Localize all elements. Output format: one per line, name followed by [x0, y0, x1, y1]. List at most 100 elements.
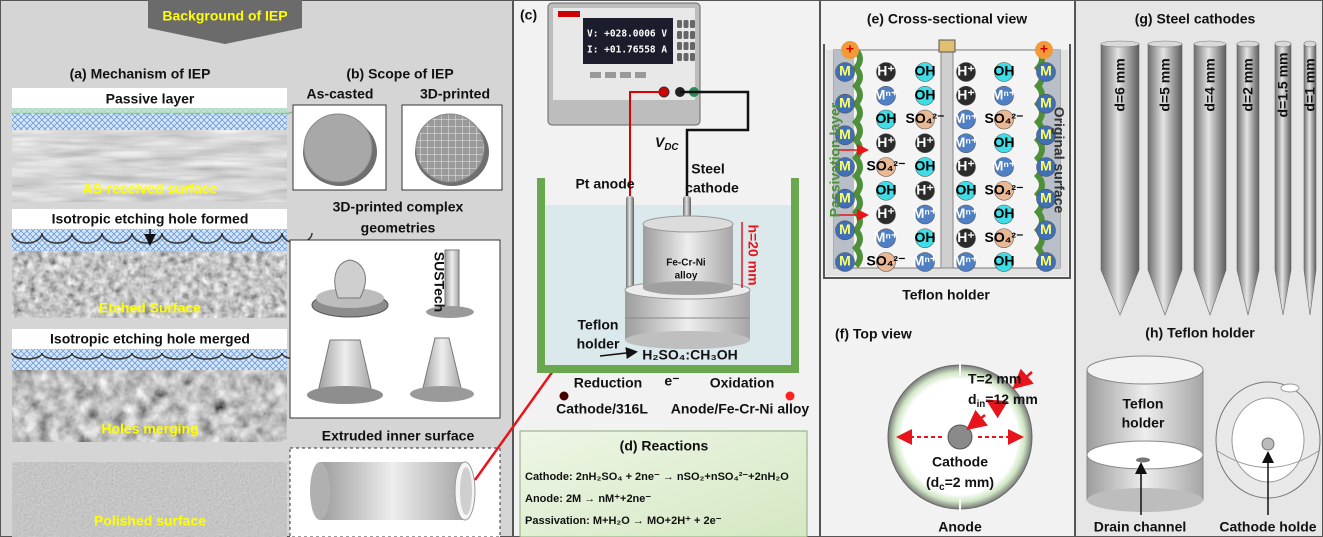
- dc-label-part: =2 mm): [945, 474, 994, 490]
- panel-e-title: (e) Cross-sectional view: [867, 11, 1027, 27]
- thickness-label: T=2 mm: [968, 371, 1021, 387]
- panel-a-title: (a) Mechanism of IEP: [70, 66, 211, 82]
- ion-label: M: [1040, 158, 1052, 174]
- tube-left: [310, 462, 330, 520]
- ion-label: OH: [915, 63, 936, 79]
- supply-key: [684, 31, 689, 39]
- ion-label: SO₄²⁻: [985, 110, 1024, 126]
- supply-button: [635, 72, 646, 78]
- ion-label: OH: [994, 253, 1015, 269]
- ion-label: H⁺: [916, 134, 934, 150]
- funnel-base: [307, 386, 383, 404]
- stage-title: Passive layer: [106, 91, 195, 107]
- ion-label: OH: [956, 181, 977, 197]
- ring-slot: [1281, 384, 1299, 392]
- anode-node: [786, 392, 795, 401]
- stage-caption: AS-received surface: [83, 181, 218, 197]
- passivation-label: Passivation layer: [827, 102, 843, 217]
- holder-label-1: Teflon: [578, 317, 619, 333]
- supply-button: [605, 72, 616, 78]
- ion-label: Mⁿ⁺: [874, 229, 899, 245]
- ion-label: H⁺: [957, 86, 975, 102]
- supply-key: [690, 20, 695, 28]
- rod-top: [1275, 41, 1291, 47]
- height-label: h=20 mm: [745, 224, 761, 285]
- part-impeller: [335, 260, 366, 298]
- alloy-label-1: Fe-Cr-Ni: [666, 258, 706, 269]
- ion-label: SO₄²⁻: [867, 253, 906, 269]
- reaction-line: Passivation: M+H₂O → MO+2H⁺ + 2e⁻: [525, 515, 722, 527]
- rod-label: d=2 mm: [1240, 58, 1256, 111]
- rod-label: d=1.5 mm: [1275, 53, 1291, 118]
- oxide-layer: [12, 108, 287, 113]
- ion-label: M: [839, 221, 851, 237]
- ion-label: H⁺: [877, 134, 895, 150]
- ion-label: Mⁿ⁺: [913, 205, 938, 221]
- rod-label: d=5 mm: [1157, 58, 1173, 111]
- cast-disc: [304, 114, 372, 182]
- printed-disc: [416, 114, 484, 182]
- stage-caption: Holes merging: [101, 421, 198, 437]
- cathode-316l-label: Cathode/316L: [556, 401, 648, 417]
- page: IEP overview { "banner": "Background of …: [0, 0, 1323, 537]
- panel-b-title: (b) Scope of IEP: [346, 66, 453, 82]
- pt-anode-label: Pt anode: [575, 176, 634, 192]
- supply-key: [690, 53, 695, 61]
- ion-label: H⁺: [877, 63, 895, 79]
- ion-label: M: [1040, 189, 1052, 205]
- ion-label: Mⁿ⁺: [992, 86, 1017, 102]
- ion-label: OH: [994, 63, 1015, 79]
- cone-base: [410, 386, 474, 402]
- din-label-part: =12 mm: [985, 391, 1038, 407]
- cathode-top-label: Cathode: [932, 454, 988, 470]
- ion-label: Mⁿ⁺: [954, 134, 979, 150]
- holder-cup: [1087, 370, 1203, 500]
- pt-anode: [626, 196, 634, 291]
- tube-bore: [460, 467, 472, 515]
- cathode-label-2: cathode: [685, 180, 739, 196]
- holder-cup-bottom: [1087, 488, 1203, 512]
- rod-label: d=1 mm: [1302, 58, 1318, 111]
- dc-label-part: (d: [926, 474, 939, 490]
- extruded-label: Extruded inner surface: [322, 428, 475, 444]
- panel-c-label: (c): [520, 7, 537, 23]
- anode-alloy-label: Anode/Fe-Cr-Ni alloy: [671, 401, 810, 417]
- display-current: I: +01.76558 A: [587, 45, 667, 56]
- center-wall: [941, 40, 953, 268]
- stage-title: Isotropic etching hole merged: [50, 331, 250, 347]
- ion-label: SO₄²⁻: [867, 158, 906, 174]
- reaction-line: Anode: 2M → nM⁺+2ne⁻: [525, 493, 651, 505]
- holder-label-2: holder: [1122, 415, 1165, 431]
- supply-key: [677, 20, 682, 28]
- holder-label-2: holder: [577, 336, 620, 352]
- rod-label: d=6 mm: [1112, 58, 1128, 111]
- passivation-strip: [856, 50, 860, 266]
- ion-label: SO₄²⁻: [906, 110, 945, 126]
- supply-button: [590, 72, 601, 78]
- stage-title: Isotropic etching hole formed: [52, 211, 249, 227]
- display-voltage: V: +028.0006 V: [587, 29, 667, 40]
- ion-label: SO₄²⁻: [985, 229, 1024, 245]
- reaction-line: Cathode: 2nH₂SO₄ + 2ne⁻ → nSO₂+nSO₄²⁻+2n…: [525, 471, 789, 483]
- alloy-label-2: alloy: [675, 271, 698, 282]
- ion-label: Mⁿ⁺: [954, 110, 979, 126]
- cross-holder-label: Teflon holder: [902, 287, 990, 303]
- cathode-holder-label: Cathode holde: [1219, 519, 1316, 535]
- ion-label: M: [1040, 253, 1052, 269]
- figure: Background of IEP(a) Mechanism of IEPPas…: [0, 0, 1323, 537]
- ion-label: M: [839, 63, 851, 79]
- ion-label: H⁺: [916, 181, 934, 197]
- alloy-top: [643, 216, 733, 232]
- supply-key: [677, 53, 682, 61]
- rod-top: [1101, 41, 1139, 47]
- ion-label: Mⁿ⁺: [913, 253, 938, 269]
- supply-key: [684, 42, 689, 50]
- as-casted-label: As-casted: [307, 86, 374, 102]
- tube-body: [320, 462, 465, 520]
- ion-label: M: [1040, 63, 1052, 79]
- stage-caption: Etched Surface: [99, 300, 201, 316]
- drain-hole: [1136, 458, 1150, 463]
- ion-label: H⁺: [957, 229, 975, 245]
- electron-label: e⁻: [664, 373, 679, 389]
- supply-key: [677, 42, 682, 50]
